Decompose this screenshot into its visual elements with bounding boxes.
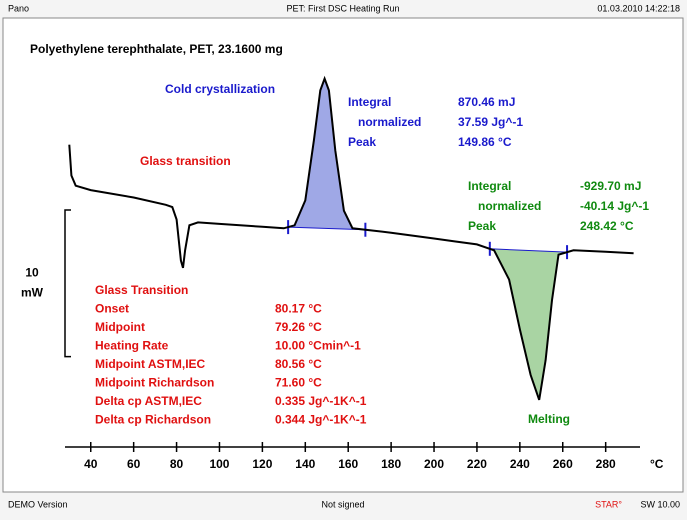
annotation: Melting (528, 412, 570, 426)
result-value: 248.42 °C (580, 219, 634, 233)
scale-bar-unit: mW (21, 286, 44, 300)
result-label: normalized (358, 115, 421, 129)
chart-title: Polyethylene terephthalate, PET, 23.1600… (30, 42, 283, 56)
footer-left: DEMO Version (8, 499, 68, 509)
dsc-curve (68, 75, 634, 401)
result-value: 149.86 °C (458, 135, 512, 149)
x-tick-label: 240 (510, 457, 530, 471)
result-value: -929.70 mJ (580, 179, 641, 193)
x-tick-label: 220 (467, 457, 487, 471)
result-label: Midpoint (95, 320, 145, 334)
result-label: Midpoint Richardson (95, 376, 214, 390)
result-value: 10.00 °Cmin^-1 (275, 339, 361, 353)
result-value: 80.56 °C (275, 357, 322, 371)
x-tick-label: 140 (295, 457, 315, 471)
result-label: Integral (468, 179, 511, 193)
peak-area (489, 248, 568, 400)
scale-bar (64, 209, 71, 358)
x-tick-label: 120 (252, 457, 272, 471)
scale-bar-value: 10 (25, 266, 39, 280)
result-label: Onset (95, 302, 129, 316)
x-unit: °C (650, 457, 664, 471)
header-left: Pano (8, 3, 29, 13)
x-tick-label: 160 (338, 457, 358, 471)
x-tick-label: 40 (84, 457, 98, 471)
result-value: 870.46 mJ (458, 95, 515, 109)
result-label: Heating Rate (95, 339, 169, 353)
result-label: Midpoint ASTM,IEC (95, 357, 206, 371)
result-value: 79.26 °C (275, 320, 322, 334)
result-label: Peak (468, 219, 496, 233)
result-value: 0.335 Jg^-1K^-1 (275, 394, 367, 408)
result-value: 80.17 °C (275, 302, 322, 316)
x-tick-label: 280 (596, 457, 616, 471)
result-label: Delta cp Richardson (95, 413, 211, 427)
header-right: 01.03.2010 14:22:18 (597, 3, 680, 13)
x-tick-label: 200 (424, 457, 444, 471)
result-value: 37.59 Jg^-1 (458, 115, 523, 129)
annotation: Cold crystallization (165, 82, 275, 96)
result-value: -40.14 Jg^-1 (580, 199, 649, 213)
footer-right: SW 10.00 (640, 499, 680, 509)
result-label: Peak (348, 135, 376, 149)
result-value: 71.60 °C (275, 376, 322, 390)
x-tick-label: 100 (209, 457, 229, 471)
result-value: 0.344 Jg^-1K^-1 (275, 413, 367, 427)
plot-frame (2, 17, 684, 493)
x-tick-label: 180 (381, 457, 401, 471)
result-label: Glass Transition (95, 283, 188, 297)
x-tick-label: 260 (553, 457, 573, 471)
footer-brand: STAR° (595, 499, 622, 509)
result-label: Integral (348, 95, 391, 109)
result-label: normalized (478, 199, 541, 213)
baseline (489, 248, 568, 253)
x-tick-label: 60 (127, 457, 141, 471)
header-center: PET: First DSC Heating Run (286, 3, 399, 13)
annotation: Glass transition (140, 154, 231, 168)
footer-center: Not signed (321, 499, 364, 509)
result-label: Delta cp ASTM,IEC (95, 394, 202, 408)
x-tick-label: 80 (170, 457, 184, 471)
